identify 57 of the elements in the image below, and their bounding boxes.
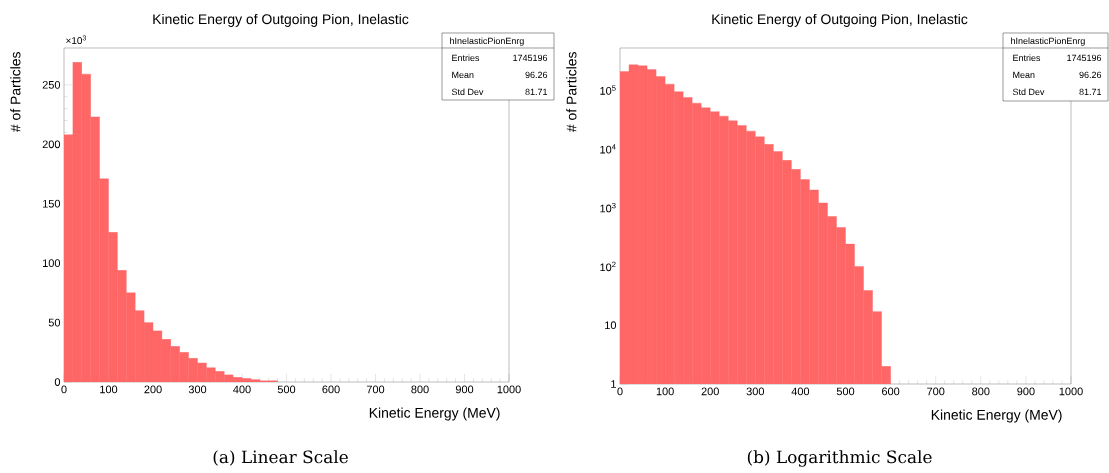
x-tick-label: 400: [233, 385, 251, 394]
x-axis-title: Kinetic Energy (MeV): [931, 409, 1062, 423]
x-tick-label: 1000: [1059, 387, 1083, 396]
x-tick-label: 500: [277, 385, 296, 394]
y-axis-title: # of Particles: [10, 52, 21, 133]
text: (b) Logarithmic Scale: [747, 450, 932, 467]
y-tick-label: 10: [605, 321, 617, 330]
x-tick-label: 600: [882, 387, 900, 396]
annotation: Std Dev: [1012, 88, 1045, 96]
text: 81.71: [1079, 88, 1102, 96]
y-tick-label: 150: [43, 199, 61, 208]
annotation: Entries: [452, 54, 480, 62]
x-tick-label: 600: [322, 385, 340, 394]
x-tick-label: 100: [100, 385, 118, 394]
text: 1745196: [513, 54, 548, 62]
y-tick-label: 1: [611, 380, 616, 388]
annotation: Mean: [452, 71, 474, 79]
x-tick-label: 700: [366, 385, 385, 394]
x-tick-label: 300: [746, 387, 765, 396]
text: hInelasticPionEnrg: [1011, 37, 1085, 46]
annotation: Std Dev: [451, 88, 484, 96]
annotation: Entries: [1013, 54, 1041, 62]
y-tick-label: 50: [48, 318, 61, 327]
x-axis-title: Kinetic Energy (MeV): [369, 407, 500, 421]
x-tick-label: 500: [836, 387, 855, 396]
x-tick-label: 0: [617, 387, 623, 396]
y-tick-label: 10$^{4}$: [600, 144, 616, 154]
annotation: Mean: [1013, 71, 1035, 79]
y-tick-label: 200: [42, 140, 61, 149]
x-tick-label: 200: [701, 387, 719, 396]
y-axis-title: # of Particles: [566, 52, 577, 133]
text: 96.26: [525, 71, 548, 79]
x-tick-label: 700: [927, 387, 945, 396]
y-tick-label: 250: [42, 80, 61, 89]
x-tick-label: 200: [144, 385, 162, 394]
annotation: 1745196: [1067, 54, 1102, 62]
chart-title: Kinetic Energy of Outgoing Pion, Inelastic: [153, 13, 409, 27]
chart-title: Kinetic Energy of Outgoing Pion, Inelastic: [712, 13, 968, 27]
text: (a) Linear Scale: [213, 450, 348, 466]
x-tick-label: 100: [656, 387, 674, 396]
x-tick-label: 900: [1017, 387, 1035, 396]
x-tick-label: 900: [455, 385, 474, 394]
x-tick-label: 800: [411, 385, 429, 394]
text: 81.71: [525, 88, 548, 96]
text: 96.26: [1079, 71, 1102, 79]
x-tick-label: 400: [791, 387, 810, 396]
y-tick-label: 10$^{2}$: [600, 261, 616, 272]
text: hInelasticPionEnrg: [450, 37, 524, 46]
x-tick-label: 1000: [497, 385, 521, 394]
y-tick-label: 0: [54, 378, 61, 386]
y-tick-label: 10$^{5}$: [600, 85, 616, 95]
x-tick-label: 800: [972, 387, 990, 396]
y-tick-label: 10$^{3}$: [600, 202, 616, 213]
x-tick-label: 300: [188, 385, 207, 394]
x-tick-label: 0: [61, 385, 67, 394]
y-tick-label: 100: [43, 259, 61, 268]
text: ×10$^{3}$: [66, 35, 86, 45]
